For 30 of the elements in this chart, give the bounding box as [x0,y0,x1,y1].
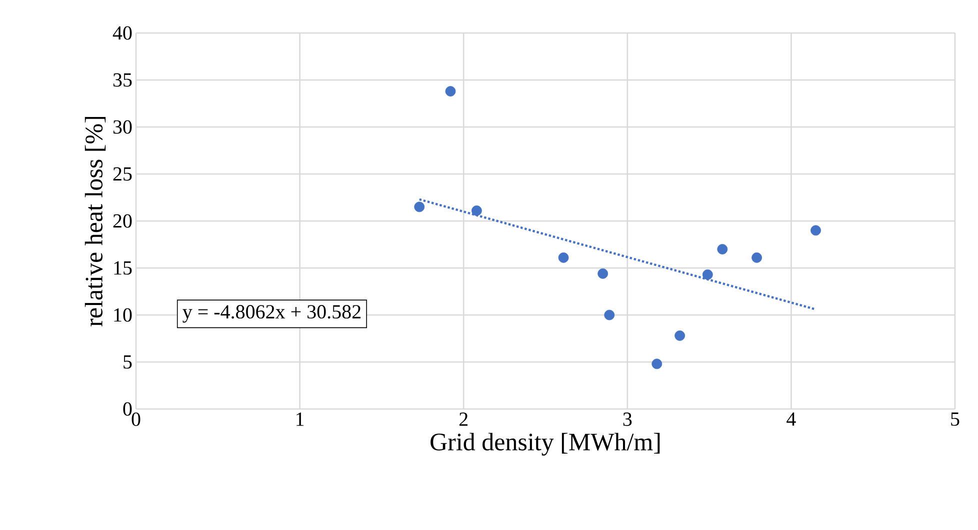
y-tick-label: 40 [112,26,132,40]
y-tick-label: 10 [114,308,132,322]
x-axis-title: Grid density [MWh/m] [430,432,660,456]
point [702,269,713,280]
y-tick-label: 20 [113,214,132,228]
point [810,225,821,236]
point [752,252,762,263]
x-tick-label: 3 [623,412,632,426]
y-tick-label: 0 [123,402,132,416]
point [604,310,615,320]
point [472,205,482,216]
annotation: y = -4.8062x + 30.582 [182,305,360,323]
y-tick-label: 15 [114,261,132,275]
x-tick-label: 0 [132,412,140,426]
point [717,244,728,254]
y-tick-label: 30 [113,120,132,134]
point [674,330,686,341]
point [598,268,608,279]
point [414,202,425,212]
y-tick-label: 5 [124,355,132,369]
x-tick-label: 2 [459,412,468,426]
x-tick-label: 1 [296,412,304,426]
y-tick-label: 35 [113,73,132,87]
point [558,252,569,263]
x-tick-label: 5 [951,412,960,426]
y-axis-title: relative heat loss [%] [84,116,106,326]
y-tick-label: 25 [113,167,132,181]
point [652,358,662,370]
x-tick-label: 4 [786,412,796,426]
point [445,86,456,96]
